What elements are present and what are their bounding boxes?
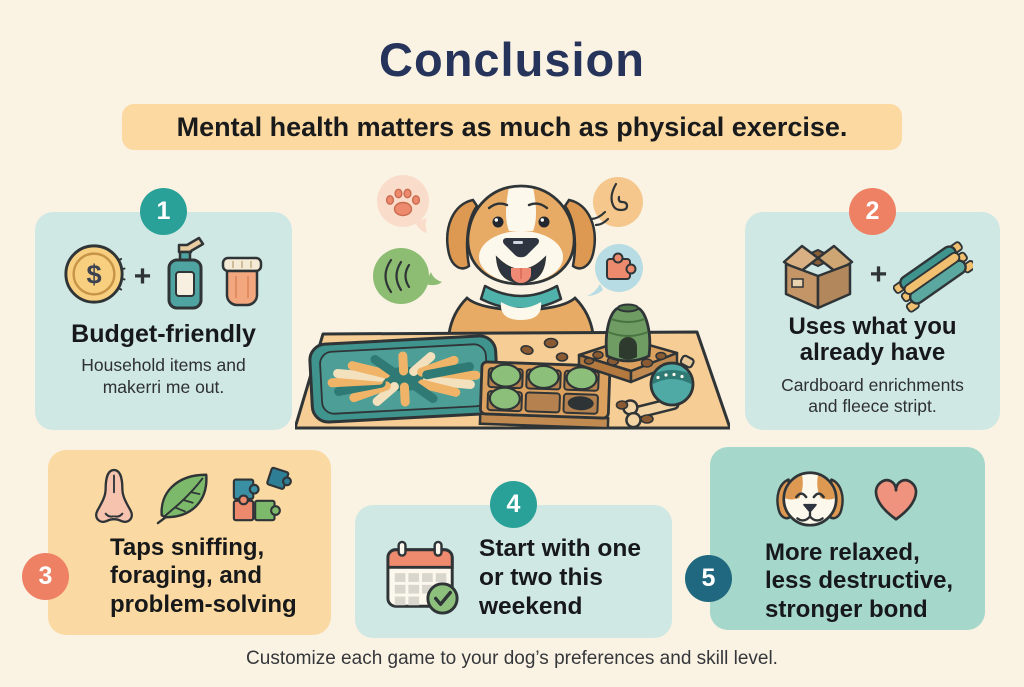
badge-4: 4 xyxy=(490,481,537,528)
plus-sign: + xyxy=(133,260,152,293)
fleece-strips-icon xyxy=(893,235,977,315)
badge-4-number: 4 xyxy=(506,490,521,518)
card-5-title: More relaxed, less destructive, stronger… xyxy=(765,539,954,623)
nose-icon xyxy=(88,466,140,526)
dog-face-icon xyxy=(771,464,849,532)
sound-waves-icon xyxy=(373,248,442,304)
card-1-subtitle: Household items and makerri me out. xyxy=(81,355,246,397)
svg-text:$: $ xyxy=(86,259,101,290)
card-4-title: Start with one or two this weekend xyxy=(479,535,641,620)
heart-icon xyxy=(867,471,925,525)
treat-dispenser-cone xyxy=(577,303,679,384)
plus-sign: + xyxy=(869,258,888,291)
badge-2: 2 xyxy=(849,188,896,235)
treats xyxy=(520,337,654,424)
badge-2-number: 2 xyxy=(865,197,880,225)
card-1-title: Budget-friendly xyxy=(71,320,256,348)
badge-1: 1 xyxy=(140,188,187,235)
footer-caption: Customize each game to your dog’s prefer… xyxy=(246,648,778,669)
happy-dog xyxy=(446,184,596,336)
card-3-title: Taps sniffing, foraging, and problem-sol… xyxy=(110,534,297,618)
sniffing-nose-icon xyxy=(589,177,643,227)
card-taps-sniffing: 3 xyxy=(22,450,331,635)
leaf-icon xyxy=(154,467,214,525)
banner: Mental health matters as much as physica… xyxy=(122,104,902,150)
card-budget-friendly: 1 $ + xyxy=(35,188,292,430)
ball-toy xyxy=(649,354,695,407)
card-uses-what-you-have: 2 + xyxy=(745,188,1000,430)
puzzle-pieces-icon xyxy=(228,466,292,526)
card-2-subtitle: Cardboard enrichments and fleece stript. xyxy=(781,374,964,417)
puzzle-piece-icon xyxy=(587,244,643,296)
calendar-check-icon xyxy=(383,540,463,616)
paw-print-icon xyxy=(377,175,429,233)
badge-3-number: 3 xyxy=(38,562,53,590)
badge-5-number: 5 xyxy=(701,564,716,592)
page-title: Conclusion xyxy=(379,33,645,86)
coin-icon: $ xyxy=(62,242,126,314)
snuffle-mat xyxy=(308,334,500,424)
pump-bottle-icon xyxy=(159,236,211,314)
puzzle-feeder-board xyxy=(478,360,612,430)
card-start-this-weekend: 4 Start with one or two t xyxy=(355,481,672,638)
cardboard-box-icon xyxy=(772,238,864,312)
card-2-title: Uses what you already have xyxy=(788,313,957,367)
jar-icon xyxy=(219,252,265,314)
dog-enrichment-illustration xyxy=(295,175,730,430)
badge-5: 5 xyxy=(685,555,732,602)
badge-1-number: 1 xyxy=(156,197,171,225)
banner-text: Mental health matters as much as physica… xyxy=(176,111,848,142)
badge-3: 3 xyxy=(22,553,69,600)
card-more-relaxed: 5 xyxy=(685,447,985,630)
